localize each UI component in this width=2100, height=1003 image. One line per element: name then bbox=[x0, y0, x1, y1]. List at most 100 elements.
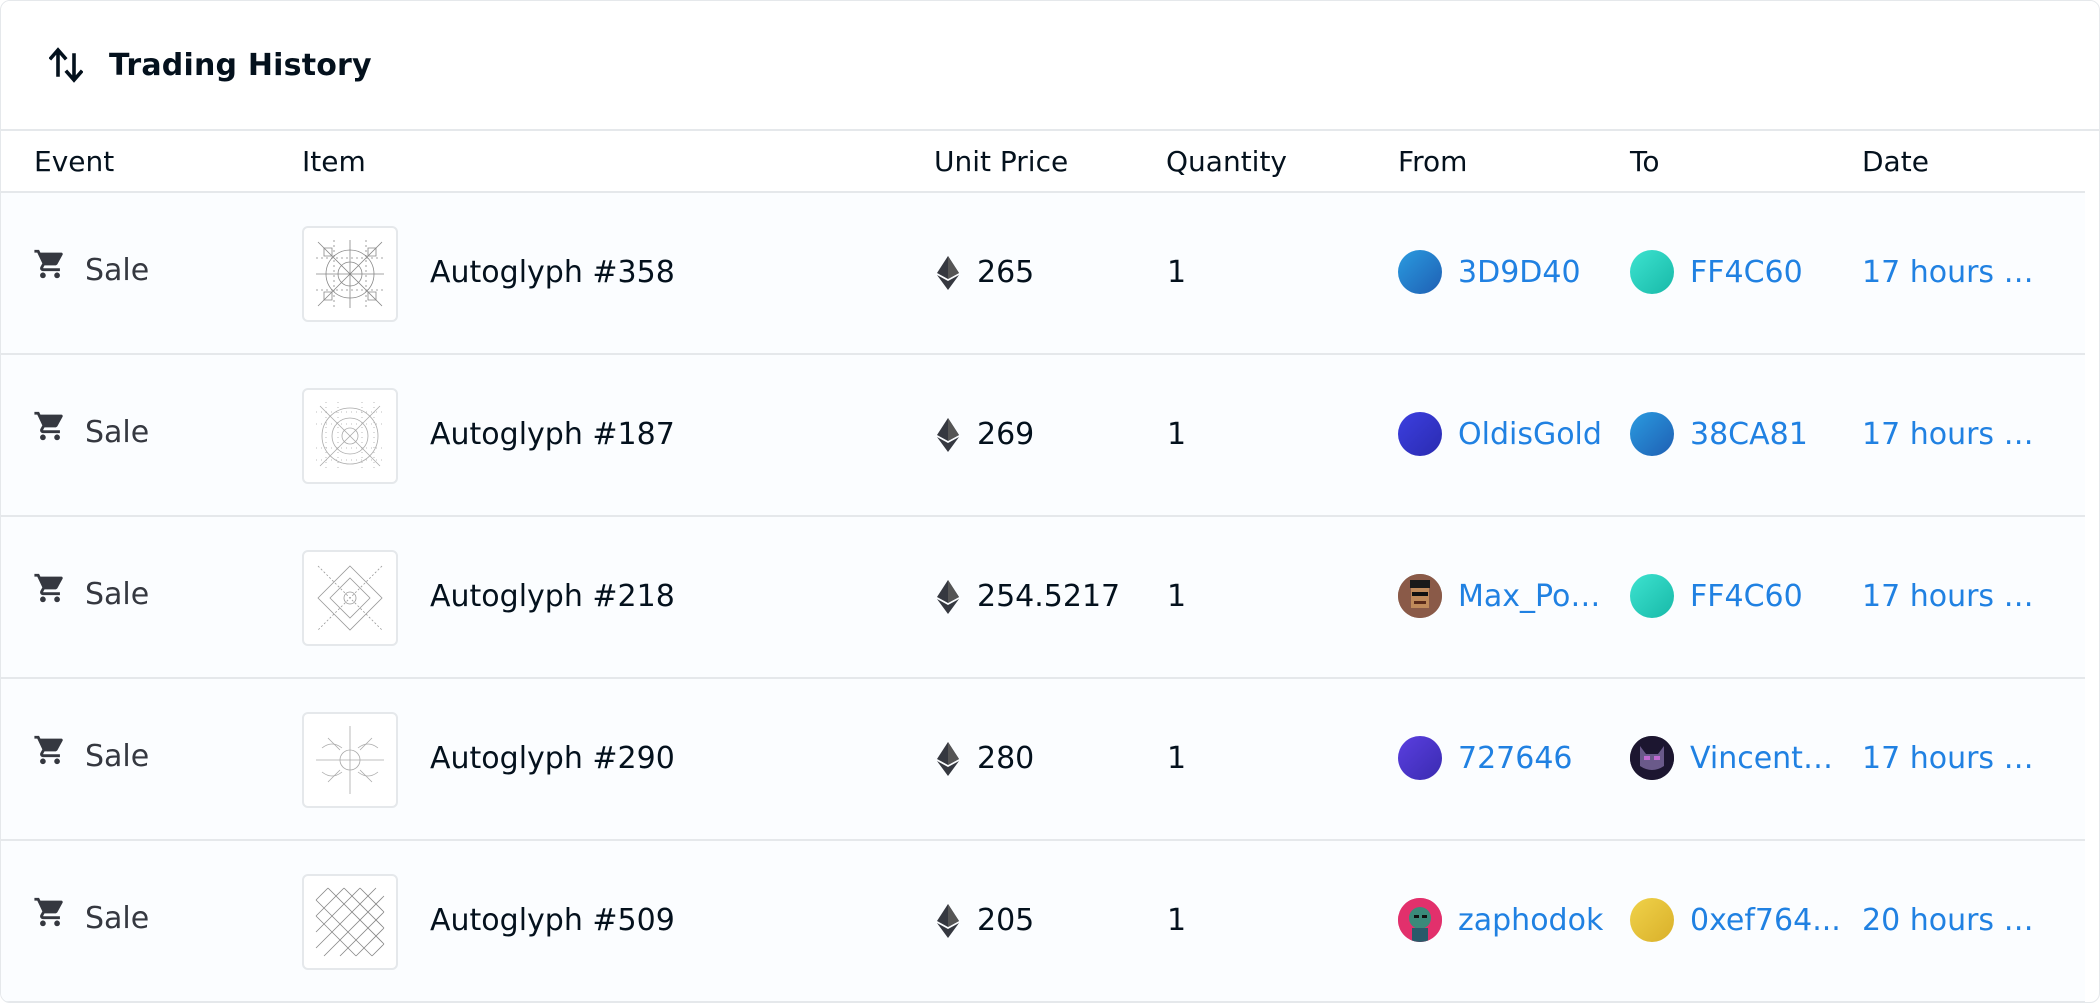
event-cell: Sale bbox=[33, 573, 150, 612]
table-row: Sale Autoglyph #509 205 1 bbox=[1, 841, 2085, 1002]
item-thumbnail[interactable] bbox=[302, 226, 398, 322]
panel-header[interactable]: Trading History bbox=[1, 1, 2099, 131]
event-label: Sale bbox=[85, 901, 150, 936]
item-name-link[interactable]: Autoglyph #218 bbox=[430, 579, 675, 614]
item-thumbnail[interactable] bbox=[302, 388, 398, 484]
to-account[interactable]: 0xef764... bbox=[1630, 898, 1841, 942]
quantity-value: 1 bbox=[1167, 741, 1187, 776]
event-cell: Sale bbox=[33, 249, 150, 288]
ethereum-icon bbox=[937, 417, 959, 452]
event-label: Sale bbox=[85, 577, 150, 612]
avatar bbox=[1398, 412, 1442, 456]
avatar bbox=[1398, 736, 1442, 780]
cart-icon bbox=[34, 249, 63, 278]
cart-icon bbox=[34, 573, 63, 602]
unit-price-value: 254.5217 bbox=[977, 579, 1121, 614]
table-header: Event Item Unit Price Quantity From To D… bbox=[1, 131, 2085, 193]
ethereum-icon bbox=[937, 741, 959, 776]
arrows-up-down-icon bbox=[49, 45, 83, 85]
event-cell: Sale bbox=[33, 735, 150, 774]
item-thumbnail[interactable] bbox=[302, 874, 398, 970]
item-name-link[interactable]: Autoglyph #358 bbox=[430, 255, 675, 290]
event-label: Sale bbox=[85, 415, 150, 450]
table-row: Sale Autoglyph #218 254.5217 1 bbox=[1, 517, 2085, 679]
to-account[interactable]: FF4C60 bbox=[1630, 250, 1803, 294]
to-account-link[interactable]: 0xef764... bbox=[1690, 902, 1841, 938]
to-account-link[interactable]: FF4C60 bbox=[1690, 254, 1803, 290]
unit-price-cell: 265 bbox=[937, 255, 1034, 290]
autoglyph-image bbox=[314, 886, 386, 958]
ethereum-icon bbox=[937, 579, 959, 614]
column-header-item: Item bbox=[302, 145, 366, 178]
ethereum-icon bbox=[937, 903, 959, 938]
ethereum-icon bbox=[937, 255, 959, 290]
from-account-link[interactable]: 3D9D40 bbox=[1458, 254, 1581, 290]
cart-icon bbox=[34, 735, 63, 764]
unit-price-value: 265 bbox=[977, 255, 1035, 290]
avatar bbox=[1630, 736, 1674, 780]
item-name-link[interactable]: Autoglyph #509 bbox=[430, 903, 675, 938]
to-account-link[interactable]: FF4C60 bbox=[1690, 578, 1803, 614]
table-row: Sale Autoglyph #358 265 1 bbox=[1, 193, 2085, 355]
event-label: Sale bbox=[85, 253, 150, 288]
panel-title: Trading History bbox=[109, 47, 372, 83]
event-cell: Sale bbox=[33, 897, 150, 936]
from-account[interactable]: OldisGold bbox=[1398, 412, 1602, 456]
item-thumbnail[interactable] bbox=[302, 712, 398, 808]
event-label: Sale bbox=[85, 739, 150, 774]
from-account-link[interactable]: OldisGold bbox=[1458, 416, 1602, 452]
unit-price-value: 269 bbox=[977, 417, 1035, 452]
column-header-from: From bbox=[1398, 145, 1468, 178]
from-account-link[interactable]: 727646 bbox=[1458, 740, 1573, 776]
quantity-value: 1 bbox=[1167, 255, 1187, 290]
item-thumbnail[interactable] bbox=[302, 550, 398, 646]
autoglyph-image bbox=[314, 238, 386, 310]
unit-price-value: 280 bbox=[977, 741, 1035, 776]
column-header-date: Date bbox=[1862, 145, 1929, 178]
unit-price-cell: 205 bbox=[937, 903, 1034, 938]
item-name-link[interactable]: Autoglyph #187 bbox=[430, 417, 675, 452]
to-account-link[interactable]: VincentV... bbox=[1690, 740, 1846, 776]
date-link[interactable]: 17 hours a... bbox=[1862, 417, 2042, 452]
avatar bbox=[1398, 898, 1442, 942]
from-account-link[interactable]: Max_Power bbox=[1458, 578, 1624, 614]
avatar bbox=[1630, 250, 1674, 294]
date-link[interactable]: 17 hours a... bbox=[1862, 255, 2042, 290]
to-account[interactable]: FF4C60 bbox=[1630, 574, 1803, 618]
to-account-link[interactable]: 38CA81 bbox=[1690, 416, 1808, 452]
column-header-quantity: Quantity bbox=[1166, 145, 1287, 178]
from-account[interactable]: 3D9D40 bbox=[1398, 250, 1581, 294]
autoglyph-image bbox=[314, 562, 386, 634]
from-account[interactable]: zaphodok bbox=[1398, 898, 1603, 942]
column-header-unit-price: Unit Price bbox=[934, 145, 1069, 178]
date-link[interactable]: 20 hours a... bbox=[1862, 903, 2042, 938]
avatar bbox=[1398, 574, 1442, 618]
to-account[interactable]: 38CA81 bbox=[1630, 412, 1808, 456]
avatar bbox=[1398, 250, 1442, 294]
date-link[interactable]: 17 hours a... bbox=[1862, 741, 2042, 776]
cart-icon bbox=[34, 897, 63, 926]
from-account[interactable]: Max_Power bbox=[1398, 574, 1624, 618]
unit-price-value: 205 bbox=[977, 903, 1035, 938]
item-name-link[interactable]: Autoglyph #290 bbox=[430, 741, 675, 776]
column-header-to: To bbox=[1630, 145, 1660, 178]
avatar bbox=[1630, 412, 1674, 456]
table-row: Sale Autoglyph #290 280 1 bbox=[1, 679, 2085, 841]
quantity-value: 1 bbox=[1167, 579, 1187, 614]
table-row: Sale Autoglyph #187 269 1 bbox=[1, 355, 2085, 517]
date-link[interactable]: 17 hours a... bbox=[1862, 579, 2042, 614]
column-header-event: Event bbox=[34, 145, 115, 178]
from-account-link[interactable]: zaphodok bbox=[1458, 902, 1604, 938]
to-account[interactable]: VincentV... bbox=[1630, 736, 1846, 780]
avatar bbox=[1630, 898, 1674, 942]
from-account[interactable]: 727646 bbox=[1398, 736, 1573, 780]
unit-price-cell: 280 bbox=[937, 741, 1034, 776]
quantity-value: 1 bbox=[1167, 903, 1187, 938]
autoglyph-image bbox=[314, 400, 386, 472]
trading-history-table: Sale Autoglyph #358 265 1 bbox=[1, 193, 2085, 1002]
cart-icon bbox=[34, 411, 63, 440]
unit-price-cell: 254.5217 bbox=[937, 579, 1120, 614]
event-cell: Sale bbox=[33, 411, 150, 450]
unit-price-cell: 269 bbox=[937, 417, 1034, 452]
avatar bbox=[1630, 574, 1674, 618]
